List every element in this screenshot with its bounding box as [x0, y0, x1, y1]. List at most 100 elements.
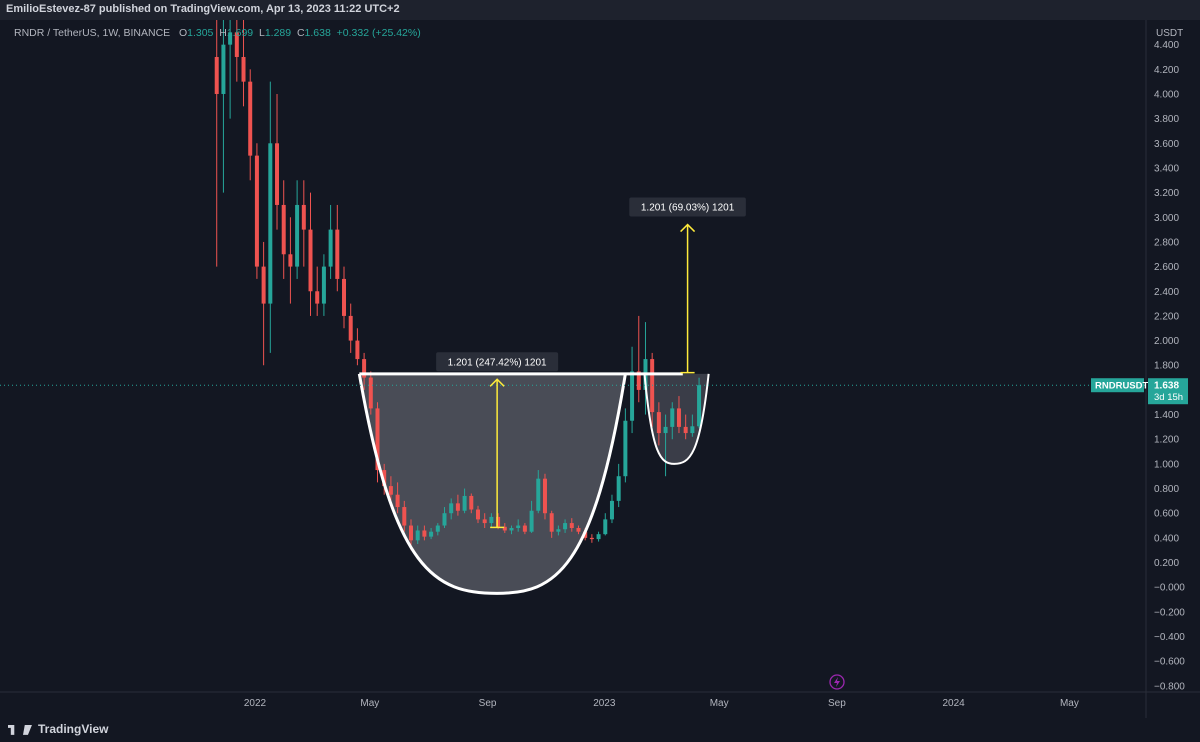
candle-body — [663, 426, 668, 434]
candle-body — [214, 56, 219, 94]
candle-body — [616, 476, 621, 501]
price-tick-label: 0.800 — [1154, 484, 1179, 495]
candle-body — [375, 408, 380, 471]
candle-body — [362, 359, 367, 378]
candle-body — [589, 537, 594, 540]
tradingview-logo-icon — [8, 724, 15, 735]
candle-body — [516, 525, 521, 529]
legend-low: 1.289 — [264, 27, 292, 39]
price-tick-label: 0.600 — [1154, 509, 1179, 520]
measure-label: 1.201 (247.42%) 1201 — [448, 357, 547, 368]
time-tick-label: 2023 — [593, 698, 616, 709]
candle-body — [697, 385, 702, 427]
cup-outline — [357, 373, 627, 595]
candle-body — [522, 525, 527, 532]
symbol-price-badge-label: RNDRUSDT — [1095, 381, 1149, 392]
candle-body — [429, 531, 434, 537]
candle-body — [529, 510, 534, 532]
lightning-icon — [829, 674, 845, 690]
candle-body — [335, 229, 340, 279]
candle-body — [402, 507, 407, 526]
price-tick-label: 1.400 — [1154, 410, 1179, 421]
legend-low-label: L — [258, 27, 265, 39]
legend-high: 1.699 — [226, 27, 254, 39]
candle-body — [321, 266, 326, 304]
measure-arrowhead — [489, 378, 505, 387]
candle-body — [690, 426, 695, 434]
candle-body — [288, 254, 293, 267]
chart-background — [0, 20, 1200, 718]
legend-open-label: O — [178, 27, 188, 39]
price-tick-label: 2.000 — [1154, 336, 1179, 347]
candle-body — [422, 530, 427, 537]
bar-countdown: 3d 15h — [1154, 392, 1183, 403]
candle-body — [442, 513, 447, 526]
candle-body — [268, 143, 273, 304]
candle-body — [636, 371, 641, 390]
price-tick-label: 1.800 — [1154, 361, 1179, 372]
candle-body — [469, 495, 474, 510]
candle-body — [496, 516, 501, 527]
candle-body — [301, 204, 306, 230]
candle-body — [475, 509, 480, 520]
candle-body — [542, 478, 547, 514]
candle-body — [275, 143, 280, 205]
candle-body — [342, 278, 347, 316]
candle-body — [241, 56, 246, 82]
candle-body — [509, 528, 514, 531]
candle-body — [281, 204, 286, 255]
candle-body — [556, 529, 561, 532]
current-price-value: 1.638 — [1154, 381, 1179, 392]
measure-label-bg — [436, 352, 559, 372]
candle-body — [609, 500, 614, 520]
legend-change: +0.332 (+25.42%) — [336, 27, 421, 39]
candle-body — [630, 371, 635, 421]
candle-body — [328, 229, 333, 267]
price-tick-label: 1.000 — [1154, 459, 1179, 470]
publisher-text: EmilioEstevez-87 published on TradingVie… — [6, 3, 400, 15]
handle-outline — [643, 373, 710, 465]
candle-body — [676, 408, 681, 427]
candle-body — [462, 495, 467, 511]
price-tick-label: 0.400 — [1154, 533, 1179, 544]
candle-body — [536, 478, 541, 511]
price-tick-label: 4.400 — [1154, 40, 1179, 51]
price-tick-label: 4.000 — [1154, 89, 1179, 100]
tradingview-logo[interactable]: TradingView — [8, 722, 108, 736]
candles — [214, 20, 702, 551]
handle-fill — [644, 373, 709, 464]
legend-open: 1.305 — [187, 27, 214, 39]
candle-body — [221, 44, 226, 94]
price-tick-label: 2.600 — [1154, 262, 1179, 273]
pattern-layer — [359, 373, 709, 594]
legend-symbol: RNDR / TetherUS, 1W, BINANCE — [14, 27, 171, 39]
current-price-badge — [1148, 378, 1188, 405]
candle-body — [308, 229, 313, 292]
candle-body — [355, 340, 360, 360]
price-tick-label: −0.000 — [1154, 583, 1185, 594]
candle-body — [670, 408, 675, 427]
measure-label: 1.201 (69.03%) 1201 — [641, 203, 735, 214]
candle-body — [315, 291, 320, 304]
grid — [0, 20, 1200, 718]
time-tick-label: May — [710, 698, 729, 709]
footer — [0, 718, 1200, 742]
chart-legend: RNDR / TetherUS, 1W, BINANCE O1.305 H1.6… — [14, 27, 421, 39]
candle-body — [549, 513, 554, 532]
candle-body — [415, 530, 420, 541]
candle-body — [683, 426, 688, 434]
price-tick-label: 3.600 — [1154, 139, 1179, 150]
cup-fill — [359, 373, 626, 594]
price-tick-label: 2.200 — [1154, 311, 1179, 322]
time-tick-label: Sep — [828, 698, 846, 709]
candle-body — [576, 528, 581, 532]
tradingview-logo-icon-part — [23, 724, 32, 735]
price-tick-label: −0.200 — [1154, 607, 1185, 618]
price-tick-label: −0.800 — [1154, 681, 1185, 692]
time-tick-label: May — [360, 698, 379, 709]
time-axis[interactable]: 2022 May Sep 2023 May Sep 2024 May — [244, 674, 1079, 709]
candle-body — [348, 315, 353, 341]
candle-body — [248, 81, 253, 156]
